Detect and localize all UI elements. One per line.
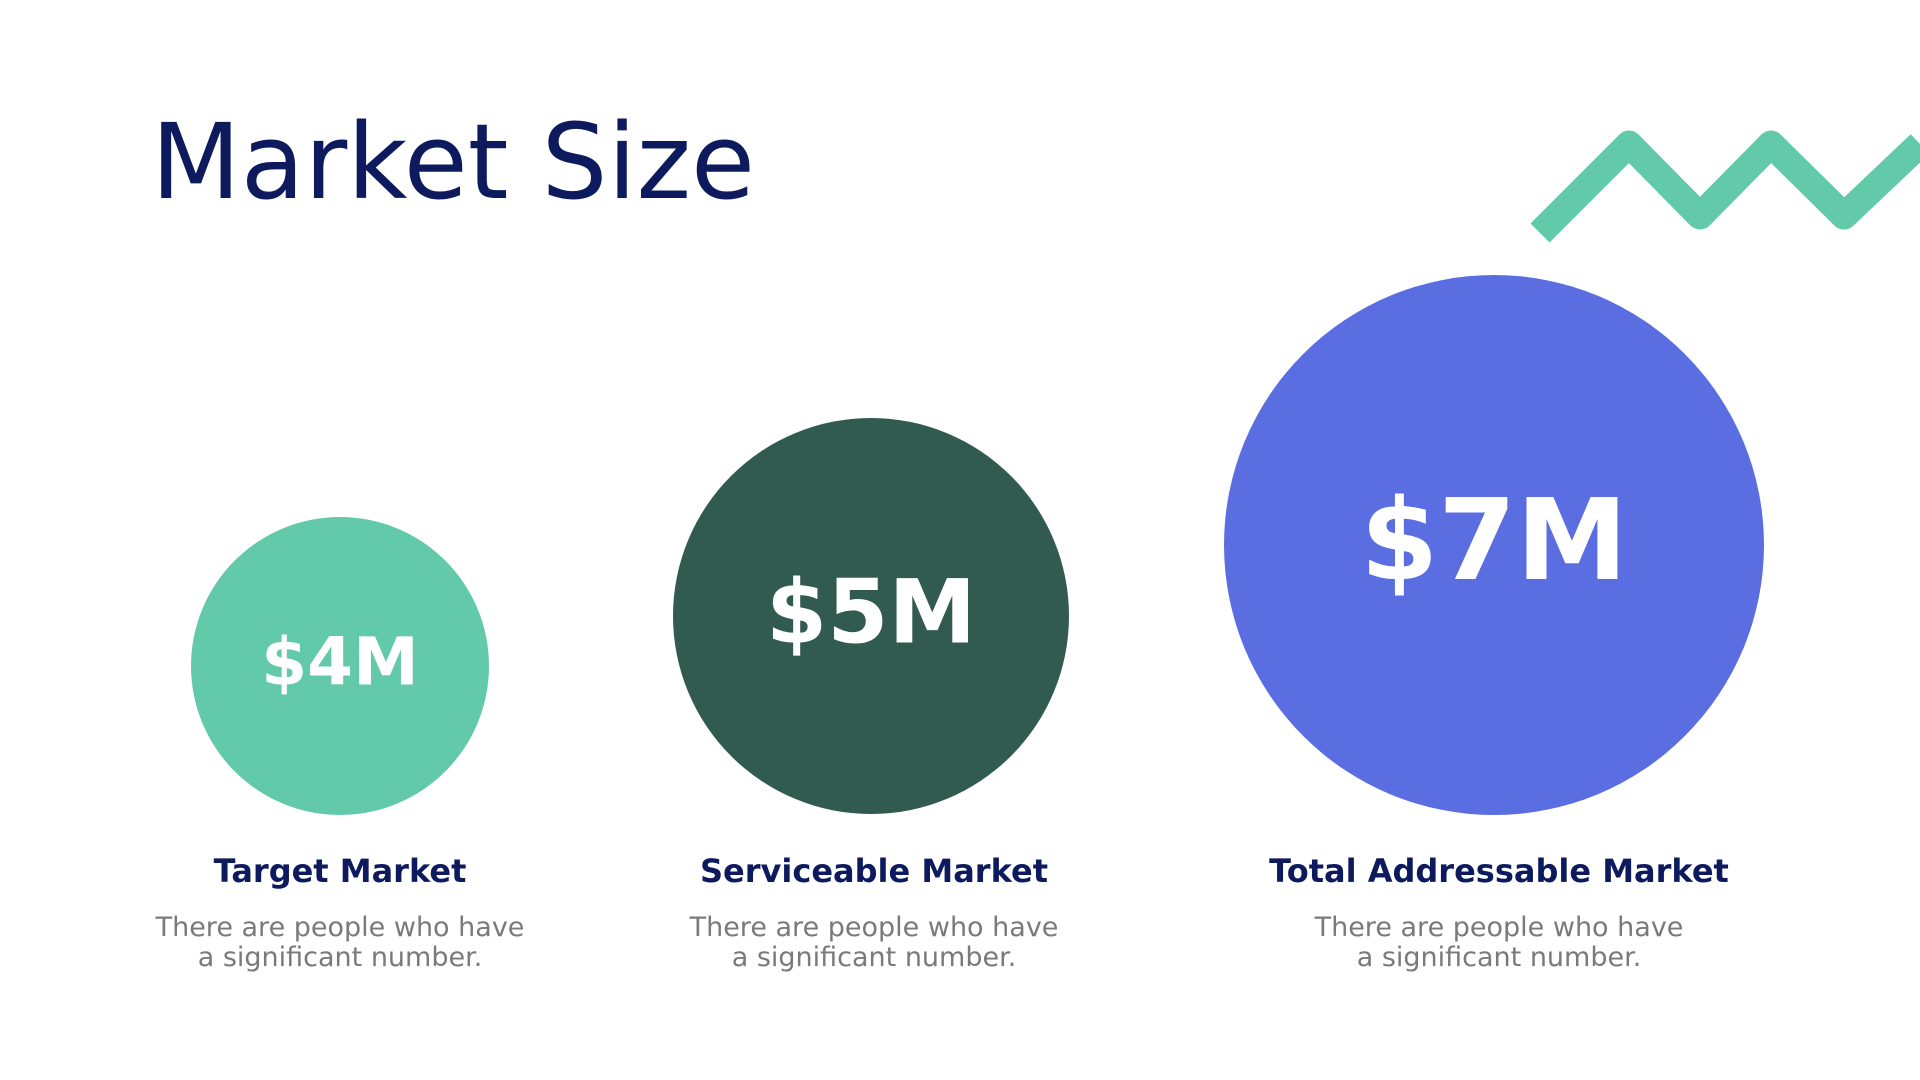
market-circle [673,418,1069,814]
market-value: $5M [766,561,976,664]
market-label: Total Addressable Market [1269,852,1729,890]
market-label: Target Market [214,852,467,890]
market-description: a significant number. [1357,942,1642,973]
market-description: There are people who have [689,912,1059,943]
market-circle [1224,275,1764,815]
market-circle [191,517,489,815]
market-value: $7M [1360,476,1627,606]
market-description: There are people who have [155,912,525,943]
market-description: There are people who have [1314,912,1684,943]
slide-title: Market Size [151,101,755,223]
market-value: $4M [261,624,419,701]
market-description: a significant number. [198,942,483,973]
zigzag-decoration [1530,130,1920,243]
market-description: a significant number. [732,942,1017,973]
market-label: Serviceable Market [700,852,1048,890]
